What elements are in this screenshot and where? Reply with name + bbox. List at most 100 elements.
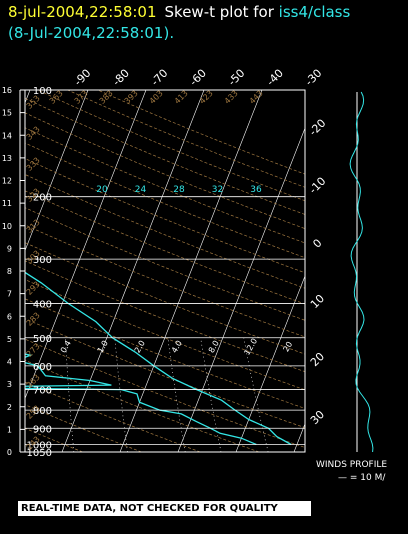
dry-adiabat-line <box>25 427 83 452</box>
isotherm-line <box>352 90 408 452</box>
isotherm-label: 0 <box>310 236 324 250</box>
km-label: 5 <box>7 335 12 344</box>
isotherm-line <box>25 90 89 252</box>
mixing-ratio-label: 0.4 <box>59 339 73 355</box>
dry-adiabat-label: 433 <box>223 89 240 106</box>
saturated-adiabat-label: 32 <box>212 185 223 195</box>
km-label: 13 <box>2 154 12 163</box>
dry-adiabat-label: 333 <box>25 156 42 173</box>
mixing-ratio-label: 1.0 <box>96 339 110 355</box>
mixing-ratio-label: 2.0 <box>133 339 147 355</box>
isotherm-line <box>235 275 305 452</box>
isotherm-label: -80 <box>110 67 132 89</box>
isobar-label: 800 <box>33 406 52 417</box>
dry-adiabat-line <box>25 260 305 373</box>
winds-profile-title: WINDS PROFILE <box>316 460 388 470</box>
dewpoint-trace <box>25 353 257 446</box>
km-label: 12 <box>2 177 12 186</box>
saturated-adiabat-label: 20 <box>96 185 108 195</box>
dry-adiabat-label: 343 <box>25 125 42 142</box>
dry-adiabat-line <box>25 224 305 338</box>
isotherm-label: 10 <box>308 292 327 311</box>
isotherm-line <box>177 127 305 452</box>
mixing-ratio-line <box>114 337 128 452</box>
isotherm-label: 30 <box>308 408 327 427</box>
isobar-label: 300 <box>33 255 52 266</box>
isotherm-line <box>25 90 147 400</box>
km-label: 3 <box>7 380 12 389</box>
km-label: 7 <box>7 290 12 299</box>
km-label: 8 <box>7 267 12 276</box>
wind-barb-trace <box>349 91 374 453</box>
isotherm-line <box>119 90 263 452</box>
isotherm-label: -40 <box>264 67 286 89</box>
isobar-label: 400 <box>33 299 52 310</box>
dry-adiabat-line <box>25 359 260 452</box>
km-label: 11 <box>2 199 12 208</box>
dry-adiabat-line <box>25 127 305 244</box>
winds-profile <box>349 91 374 453</box>
mixing-ratio-label: 12.0 <box>242 337 259 357</box>
title-prefix: Skew-t plot for <box>164 3 279 21</box>
dry-adiabat-line <box>25 207 305 321</box>
km-label: 6 <box>7 312 12 321</box>
temperature-trace <box>25 271 292 446</box>
mixing-ratio-label: 4.0 <box>170 339 184 355</box>
isobar-label: 1050 <box>27 448 52 459</box>
dry-adiabat-line <box>25 318 305 429</box>
isotherm-label: -60 <box>187 67 209 89</box>
isotherm-label: -10 <box>307 175 329 197</box>
sounding-datetime: 8-jul-2004,22:58:01 <box>8 3 157 21</box>
km-label: 15 <box>2 109 12 118</box>
dry-adiabat-label: 393 <box>123 89 140 106</box>
isotherm-label: -30 <box>303 67 325 89</box>
isotherm-label: 20 <box>308 350 327 369</box>
dry-adiabat-line <box>37 90 305 202</box>
dry-adiabat-line <box>25 97 305 215</box>
plot-subtitle: (8-Jul-2004,22:58:01). <box>8 24 175 42</box>
isotherm-line <box>293 423 305 452</box>
dry-adiabat-label: 313 <box>25 218 42 235</box>
dry-adiabat-line <box>25 298 305 409</box>
dry-adiabat-line <box>25 158 305 274</box>
km-label: 14 <box>2 131 12 140</box>
isobar-label: 700 <box>33 386 52 397</box>
isobar-label: 200 <box>33 193 52 204</box>
mixing-ratio-line <box>65 337 75 452</box>
isotherm-label: -20 <box>307 117 329 139</box>
km-label: 0 <box>7 448 12 457</box>
dry-adiabat-label: 403 <box>148 89 165 106</box>
isobar-label: 600 <box>33 362 52 373</box>
station-name: iss4/class <box>278 3 351 21</box>
dry-adiabat-label: 283 <box>25 311 42 328</box>
km-label: 9 <box>7 244 12 253</box>
dry-adiabat-line <box>25 142 305 259</box>
data-quality-warning: REAL-TIME DATA, NOT CHECKED FOR QUALITY <box>18 501 311 516</box>
isotherm-line <box>61 90 205 452</box>
saturated-adiabat-label: 36 <box>250 185 262 195</box>
isobar-label: 900 <box>33 424 52 435</box>
dry-adiabat-label: 423 <box>198 89 215 106</box>
km-label: 4 <box>7 358 12 367</box>
isobar-label: 100 <box>33 86 52 97</box>
isotherm-label: -70 <box>149 67 171 89</box>
saturated-adiabat-label: 24 <box>135 185 147 195</box>
mixing-ratio-label: 20 <box>281 340 294 353</box>
dry-adiabat-label: 413 <box>173 89 190 106</box>
km-label: 10 <box>2 222 12 231</box>
km-label: 2 <box>7 403 12 412</box>
dry-adiabat-label: 443 <box>248 89 265 106</box>
isobar-label: 500 <box>33 334 52 345</box>
dry-adiabat-line <box>97 90 305 175</box>
winds-profile-scale: — = 10 M/ <box>338 473 386 483</box>
isotherm-label: -90 <box>72 67 94 89</box>
km-label: 1 <box>7 425 12 434</box>
isotherm-label: -50 <box>226 67 248 89</box>
dry-adiabat-line <box>25 381 201 452</box>
km-label: 16 <box>2 86 12 95</box>
saturated-adiabat-label: 28 <box>173 185 185 195</box>
isobar-label: 1000 <box>27 440 52 451</box>
dry-adiabat-line <box>25 338 305 448</box>
mixing-ratio-label: 8.0 <box>207 339 221 355</box>
